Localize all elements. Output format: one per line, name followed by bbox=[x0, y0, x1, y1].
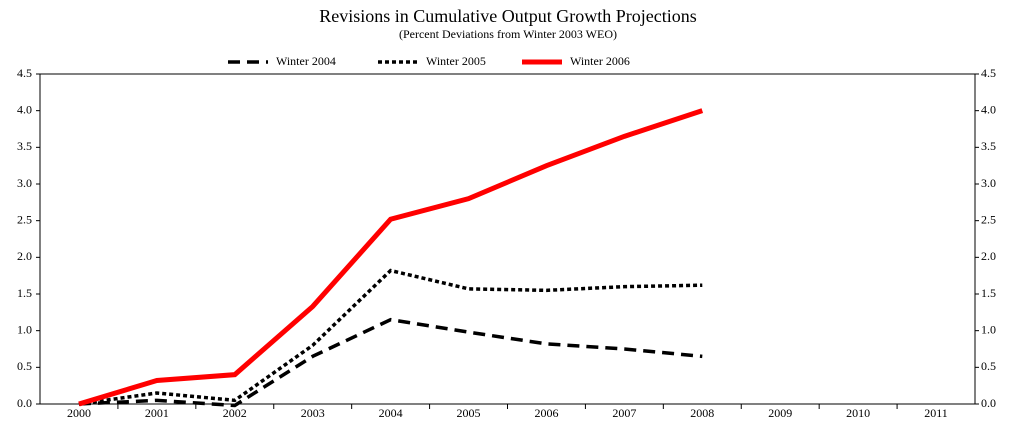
x-tick-label: 2004 bbox=[379, 406, 403, 420]
y-tick-label: 2.5 bbox=[17, 212, 32, 226]
x-tick-label: 2010 bbox=[846, 406, 870, 420]
y2-tick-label: 0.5 bbox=[981, 359, 996, 373]
x-tick-label: 2008 bbox=[690, 406, 714, 420]
y2-tick-label: 4.5 bbox=[981, 66, 996, 80]
legend-label: Winter 2006 bbox=[570, 54, 630, 68]
y2-tick-label: 2.0 bbox=[981, 249, 996, 263]
y2-tick-label: 1.0 bbox=[981, 322, 996, 336]
y-tick-label: 2.0 bbox=[17, 249, 32, 263]
y2-tick-label: 3.0 bbox=[981, 176, 996, 190]
chart-subtitle: (Percent Deviations from Winter 2003 WEO… bbox=[399, 27, 617, 41]
series-line bbox=[78, 108, 704, 407]
x-tick-label: 2005 bbox=[457, 406, 481, 420]
x-tick-label: 2006 bbox=[534, 406, 558, 420]
series-line bbox=[78, 317, 703, 408]
legend-label: Winter 2004 bbox=[276, 54, 336, 68]
chart-title: Revisions in Cumulative Output Growth Pr… bbox=[319, 6, 696, 26]
plot-frame bbox=[39, 73, 976, 405]
y-tick-label: 3.5 bbox=[17, 139, 32, 153]
y-tick-label: 1.5 bbox=[17, 286, 32, 300]
y-tick-label: 1.0 bbox=[17, 322, 32, 336]
legend-label: Winter 2005 bbox=[426, 54, 486, 68]
x-tick-label: 2001 bbox=[145, 406, 169, 420]
x-tick-label: 2003 bbox=[301, 406, 325, 420]
x-tick-label: 2002 bbox=[223, 406, 247, 420]
y2-tick-label: 4.0 bbox=[981, 102, 996, 116]
x-tick-label: 2011 bbox=[924, 406, 948, 420]
x-tick-label: 2007 bbox=[612, 406, 636, 420]
y2-tick-label: 3.5 bbox=[981, 139, 996, 153]
y2-tick-label: 0.0 bbox=[981, 396, 996, 410]
x-tick-label: 2009 bbox=[768, 406, 792, 420]
y2-tick-label: 2.5 bbox=[981, 212, 996, 226]
y-tick-label: 0.0 bbox=[17, 396, 32, 410]
y-tick-label: 4.5 bbox=[17, 66, 32, 80]
series-line bbox=[78, 268, 703, 406]
x-tick-label: 2000 bbox=[67, 406, 91, 420]
y-tick-label: 3.0 bbox=[17, 176, 32, 190]
y2-tick-label: 1.5 bbox=[981, 286, 996, 300]
y-tick-label: 4.0 bbox=[17, 102, 32, 116]
y-tick-label: 0.5 bbox=[17, 359, 32, 373]
